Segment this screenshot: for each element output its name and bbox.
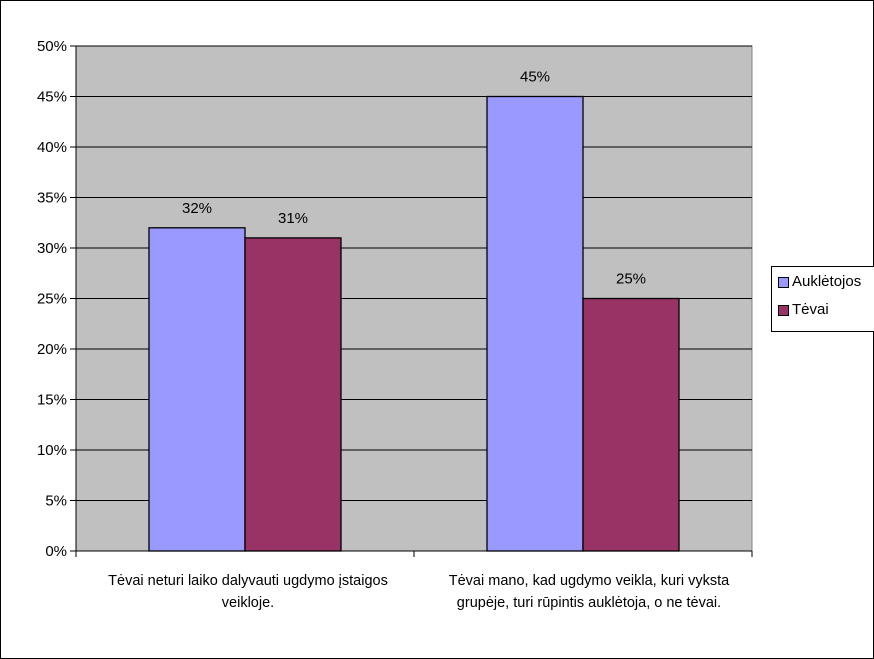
y-tick-label: 40% [37,139,67,156]
y-tick-label: 20% [37,341,67,358]
bars [148,95,680,552]
y-tick-label: 10% [37,442,67,459]
data-label: 31% [278,210,308,227]
category-label-1: Tėvai neturi laiko dalyvauti ugdymo įsta… [108,573,388,611]
y-tick-label: 25% [37,291,67,308]
bar-aukletojos-1 [148,227,246,552]
bar-tevai-1 [244,237,342,552]
y-tick-label: 5% [45,493,67,510]
data-label: 25% [616,271,646,288]
legend-label-tevai: Tėvai [792,301,829,318]
data-labels: 32% 31% 45% 25% [182,69,646,288]
y-tick-label: 50% [37,38,67,55]
y-tick-label: 15% [37,392,67,409]
legend-label-aukletojos: Auklėtojos [792,273,862,290]
data-label: 45% [520,69,550,86]
y-tick-label: 45% [37,89,67,106]
y-tick-label: 35% [37,190,67,207]
bar-aukletojos-2 [486,95,584,552]
y-tick-label: 0% [45,543,67,560]
category-label-2: Tėvai mano, kad ugdymo veikla, kuri vyks… [448,573,730,611]
data-label: 32% [182,200,212,217]
y-tick-labels: 0% 5% 10% 15% 20% 25% 30% 35% 40% 45% 50% [37,38,67,560]
legend-swatch-aukletojos [778,277,789,288]
bar-tevai-2 [582,297,680,552]
legend: Auklėtojos Tėvai [771,266,874,332]
legend-swatch-tevai [778,305,789,316]
axes [70,45,753,557]
y-tick-label: 30% [37,240,67,257]
